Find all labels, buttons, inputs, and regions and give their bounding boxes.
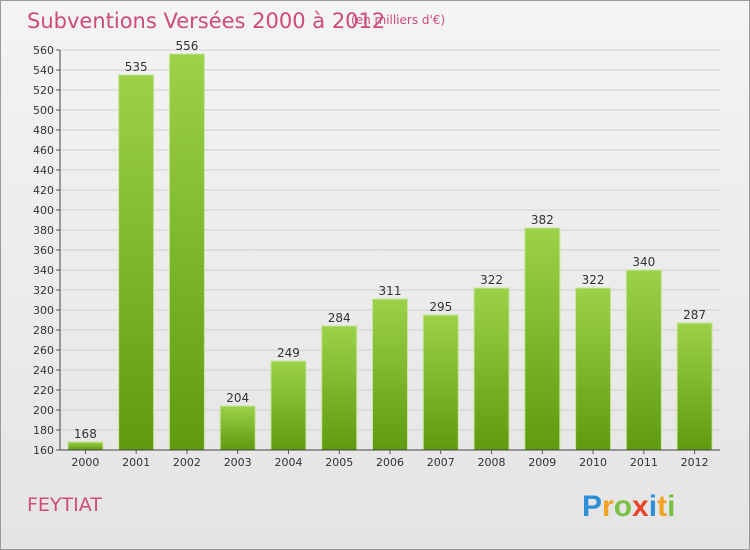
y-tick-label: 360 bbox=[33, 244, 54, 257]
value-label-2004: 249 bbox=[277, 346, 300, 360]
value-label-2012: 287 bbox=[683, 308, 706, 322]
x-tick-label-2010: 2010 bbox=[579, 456, 607, 469]
bar-2006 bbox=[372, 298, 408, 451]
proxiti-logo: Proxiti bbox=[582, 490, 675, 523]
y-tick-label: 400 bbox=[33, 204, 54, 217]
bar-2002 bbox=[168, 53, 205, 451]
commune-name: FEYTIAT bbox=[27, 494, 102, 516]
y-tick-label: 420 bbox=[33, 184, 54, 197]
bar-2003 bbox=[219, 405, 256, 451]
x-tick-label-2000: 2000 bbox=[71, 456, 99, 469]
y-tick-label: 300 bbox=[33, 304, 54, 317]
chart-title: Subventions Versées 2000 à 2012 bbox=[27, 9, 386, 33]
chart-subtitle: (en milliers d'€) bbox=[351, 13, 446, 27]
y-tick-label: 340 bbox=[33, 264, 54, 277]
y-tick-label: 260 bbox=[33, 344, 54, 357]
bar-2007 bbox=[422, 314, 459, 451]
x-tick-label-2005: 2005 bbox=[325, 456, 353, 469]
bar-2011 bbox=[625, 269, 662, 451]
y-tick-label: 180 bbox=[33, 424, 54, 437]
bar-2012 bbox=[676, 322, 713, 451]
svg-text:Proxiti: Proxiti bbox=[582, 490, 675, 523]
value-label-2009: 382 bbox=[531, 213, 554, 227]
x-tick-label-2001: 2001 bbox=[122, 456, 150, 469]
value-label-2002: 556 bbox=[175, 39, 198, 53]
bar-2005 bbox=[321, 325, 358, 451]
x-tick-label-2006: 2006 bbox=[376, 456, 404, 469]
value-label-2008: 322 bbox=[480, 273, 503, 287]
y-tick-label: 380 bbox=[33, 224, 54, 237]
x-tick-label-2003: 2003 bbox=[224, 456, 252, 469]
value-label-2007: 295 bbox=[429, 300, 452, 314]
y-tick-label: 440 bbox=[33, 164, 54, 177]
bar-2001 bbox=[118, 74, 155, 451]
y-tick-label: 280 bbox=[33, 324, 54, 337]
bars bbox=[67, 53, 713, 451]
bar-2010 bbox=[575, 287, 612, 451]
axes: 160 180 200 220 240 260 280 300 320 340 360 380 400 4… bbox=[33, 44, 720, 469]
value-label-2011: 340 bbox=[632, 255, 655, 269]
x-tick-label-2002: 2002 bbox=[173, 456, 201, 469]
y-tick-label: 160 bbox=[33, 444, 54, 457]
y-tick-label: 320 bbox=[33, 284, 54, 297]
x-tick-label-2008: 2008 bbox=[478, 456, 506, 469]
value-labels: 168 535 556 204 249 284 311 295 322 382 322 340 287 bbox=[74, 39, 706, 441]
y-tick-label: 560 bbox=[33, 44, 54, 57]
value-label-2010: 322 bbox=[582, 273, 605, 287]
bar-2009 bbox=[524, 227, 561, 451]
x-tick-label-2012: 2012 bbox=[681, 456, 709, 469]
y-tick-label: 540 bbox=[33, 64, 54, 77]
y-tick-label: 480 bbox=[33, 124, 54, 137]
y-tick-label: 500 bbox=[33, 104, 54, 117]
bar-2000 bbox=[67, 441, 104, 451]
x-tick-label-2009: 2009 bbox=[528, 456, 556, 469]
x-tick-label-2004: 2004 bbox=[274, 456, 302, 469]
y-tick-label: 520 bbox=[33, 84, 54, 97]
value-label-2003: 204 bbox=[226, 391, 249, 405]
value-label-2001: 535 bbox=[125, 60, 148, 74]
x-tick-label-2007: 2007 bbox=[427, 456, 455, 469]
y-tick-label: 200 bbox=[33, 404, 54, 417]
value-label-2005: 284 bbox=[328, 311, 351, 325]
y-tick-label: 220 bbox=[33, 384, 54, 397]
y-tick-label: 240 bbox=[33, 364, 54, 377]
x-tick-label-2011: 2011 bbox=[630, 456, 658, 469]
value-label-2006: 311 bbox=[379, 284, 402, 298]
bar-2008 bbox=[473, 287, 510, 451]
bar-2004 bbox=[270, 360, 307, 451]
y-tick-label: 460 bbox=[33, 144, 54, 157]
value-label-2000: 168 bbox=[74, 427, 97, 441]
